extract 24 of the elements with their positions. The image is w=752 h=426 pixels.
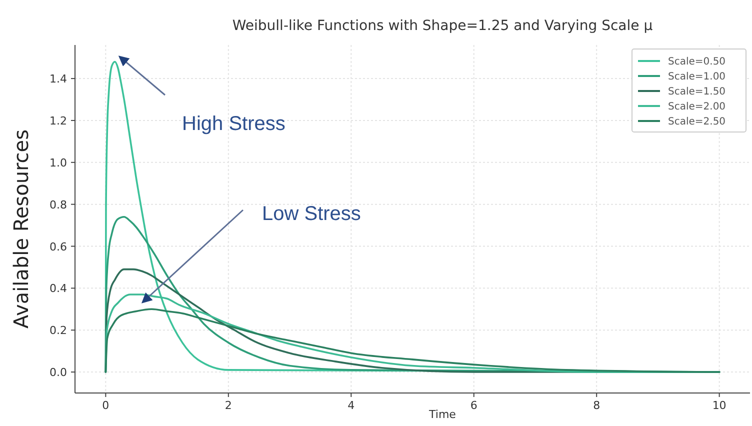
legend-label: Scale=2.50 (668, 116, 726, 128)
x-axis-title: Time (428, 408, 456, 421)
y-tick-label: 1.2 (50, 114, 67, 128)
legend-label: Scale=1.50 (668, 86, 726, 98)
x-tick-label: 4 (348, 399, 355, 412)
annotation: High Stress (182, 113, 286, 135)
x-tick-label: 6 (470, 399, 478, 412)
y-axis-title: Available Resources (9, 129, 33, 329)
legend-label: Scale=1.00 (668, 72, 726, 82)
x-tick-label: 10 (712, 399, 726, 412)
y-tick-label: 0.2 (50, 324, 67, 338)
y-tick-label: 0.6 (50, 240, 67, 254)
x-tick-label: 2 (224, 399, 232, 412)
chart-title: Weibull-like Functions with Shape=1.25 and Varying Scale μ (232, 18, 653, 34)
y-tick-label: 1.0 (50, 156, 67, 170)
y-tick-label: 1.4 (50, 72, 67, 86)
annotation: Low Stress (262, 203, 361, 225)
y-tick-label: 0.8 (50, 198, 67, 212)
x-tick-label: 0 (102, 399, 110, 412)
y-tick-label: 0.0 (50, 366, 67, 380)
y-tick-label: 0.4 (50, 282, 67, 296)
legend-label: Scale=2.00 (668, 102, 726, 112)
legend-label: Scale=0.50 (668, 56, 726, 68)
x-tick-label: 8 (593, 399, 600, 412)
